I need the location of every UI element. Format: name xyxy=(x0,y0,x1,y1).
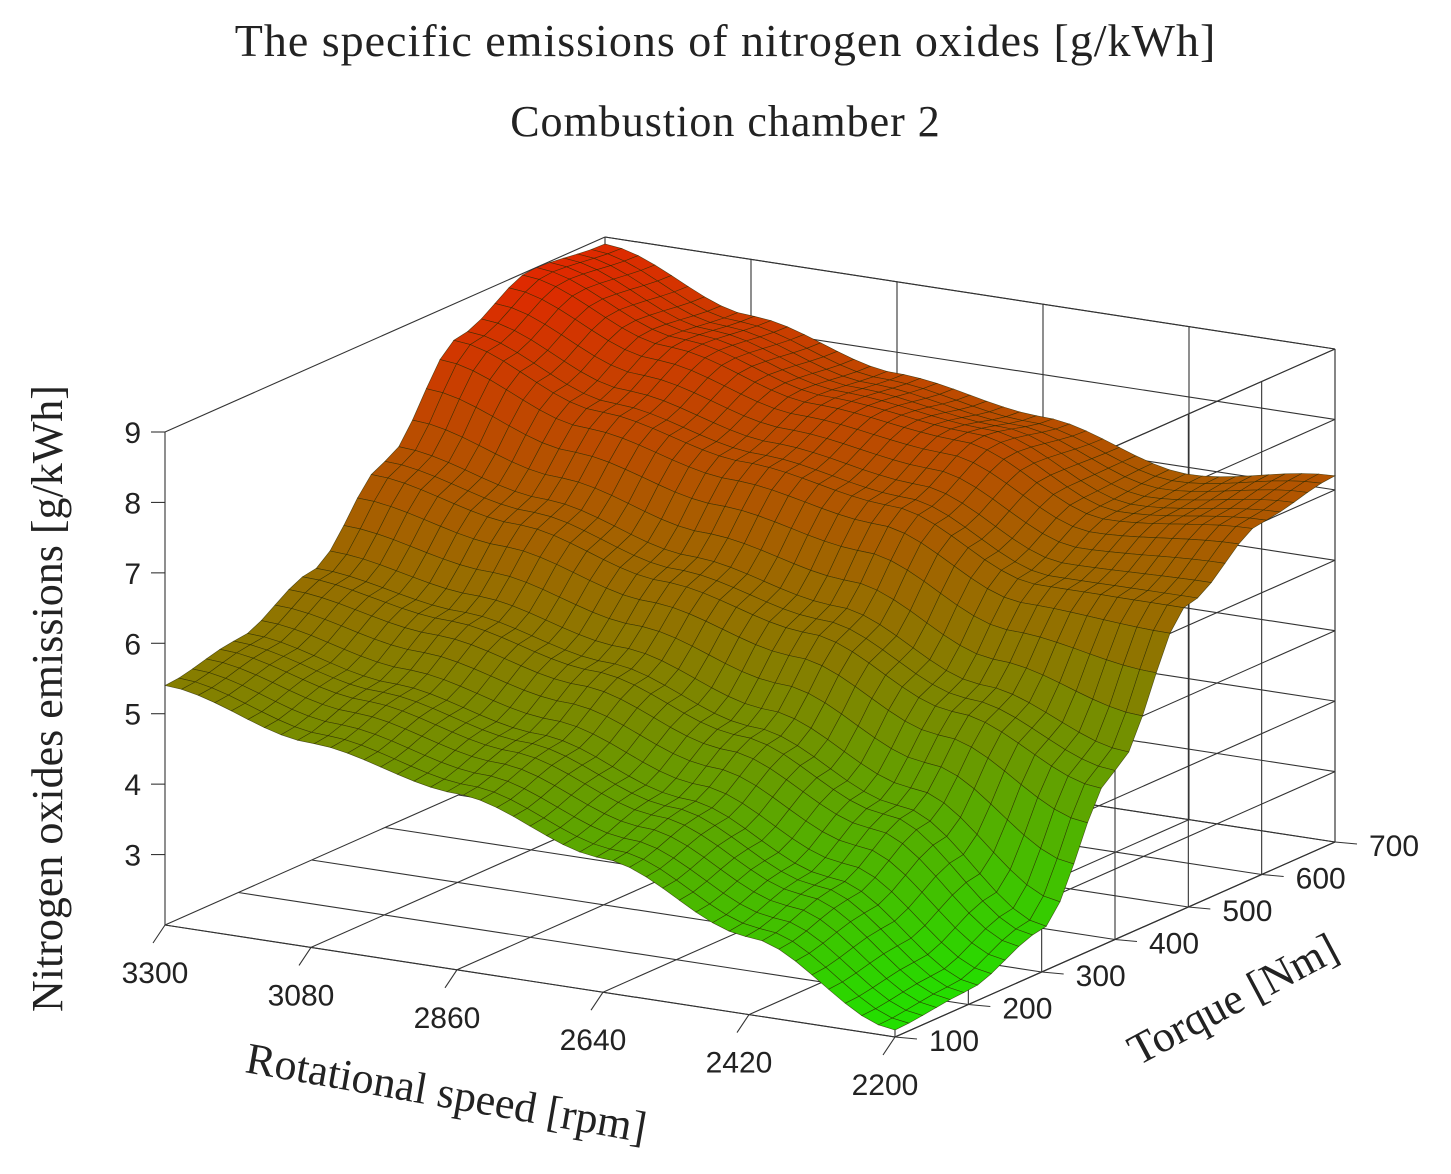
x-tick-label: 3080 xyxy=(268,979,335,1012)
y-tick-label: 700 xyxy=(1369,830,1419,863)
chart-subtitle: Combustion chamber 2 xyxy=(510,97,941,146)
x-tick-mark xyxy=(736,1014,750,1033)
box-edge xyxy=(604,236,1336,350)
y-tick-mark xyxy=(1188,906,1211,910)
x-tick-label: 2640 xyxy=(560,1024,627,1057)
z-axis-label: Nitrogen oxides emissions [g/kWh] xyxy=(23,385,72,1012)
chart-title: The specific emissions of nitrogen oxide… xyxy=(234,15,1217,66)
y-tick-label: 400 xyxy=(1149,928,1199,961)
y-tick-label: 300 xyxy=(1076,960,1126,993)
x-tick-mark xyxy=(882,1036,896,1056)
z-tick-label: 9 xyxy=(124,417,141,450)
x-tick-label: 2420 xyxy=(706,1047,773,1080)
z-tick-label: 7 xyxy=(124,558,141,591)
y-tick-label: 600 xyxy=(1296,863,1346,896)
z-tick-label: 8 xyxy=(124,487,141,520)
x-axis-line xyxy=(164,924,896,1038)
y-tick-mark xyxy=(894,1036,918,1040)
y-tick-label: 100 xyxy=(929,1025,979,1058)
z-tick-label: 6 xyxy=(124,628,141,661)
y-tick-label: 200 xyxy=(1002,993,1052,1026)
y-tick-mark xyxy=(1041,971,1064,975)
x-tick-label: 3300 xyxy=(122,957,189,990)
y-tick-mark xyxy=(1261,873,1284,878)
y-tick-mark xyxy=(1334,841,1358,845)
x-tick-label: 2860 xyxy=(414,1002,481,1035)
y-tick-label: 500 xyxy=(1222,895,1272,928)
x-tick-mark xyxy=(152,924,166,944)
z-tick-label: 3 xyxy=(124,840,141,873)
x-tick-mark xyxy=(298,947,312,966)
x-tick-label: 2200 xyxy=(852,1069,919,1102)
surface-mesh xyxy=(164,243,1336,1031)
surface-cell xyxy=(877,1017,910,1031)
z-tick-label: 5 xyxy=(124,699,141,732)
tick-labels: 3 4 5 6 7 8 9 3300 3080 2860 2640 2420 2200 100 200 300… xyxy=(122,417,1419,1102)
x-tick-mark xyxy=(590,991,604,1011)
box-edge xyxy=(164,236,606,433)
y-tick-mark xyxy=(968,1003,991,1008)
y-tick-mark xyxy=(1114,938,1138,943)
z-tick-label: 4 xyxy=(124,769,141,802)
x-tick-mark xyxy=(444,969,458,989)
